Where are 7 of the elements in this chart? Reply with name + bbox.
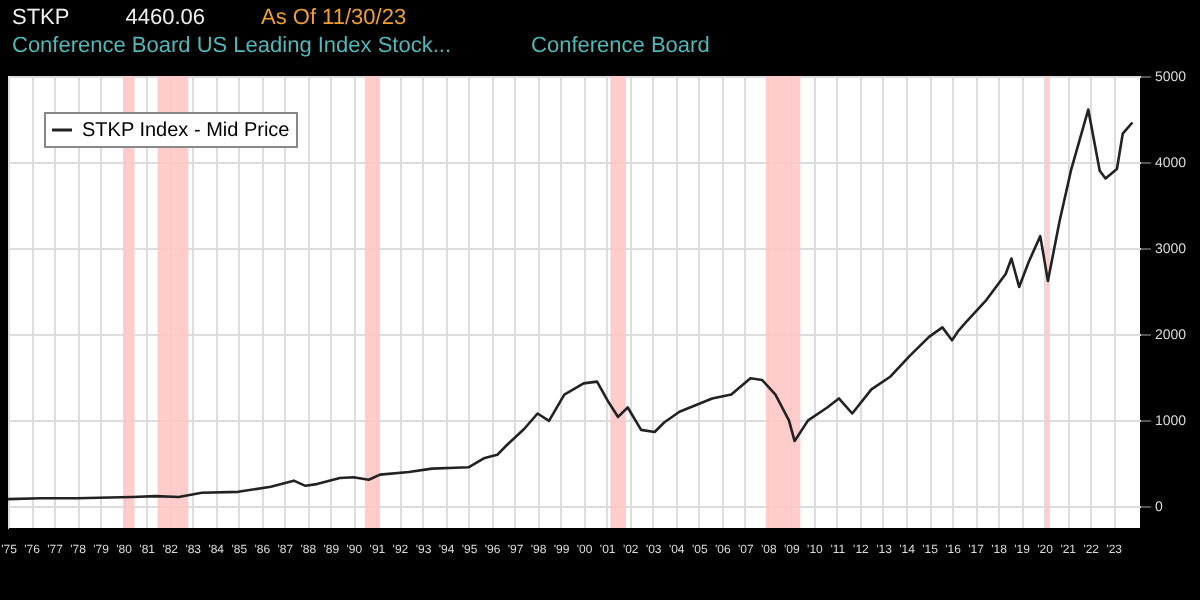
text: 4460.06 bbox=[125, 6, 205, 30]
line-series bbox=[6, 108, 1134, 501]
legend-label: STKP Index - Mid Price bbox=[82, 120, 291, 142]
chart-subtitle: Conference Board US Leading Index Stock... bbox=[12, 34, 452, 58]
chart-title: STKP bbox=[12, 6, 70, 30]
text: As Of 11/30/23 bbox=[261, 6, 407, 30]
text: Conference Board bbox=[531, 34, 710, 58]
